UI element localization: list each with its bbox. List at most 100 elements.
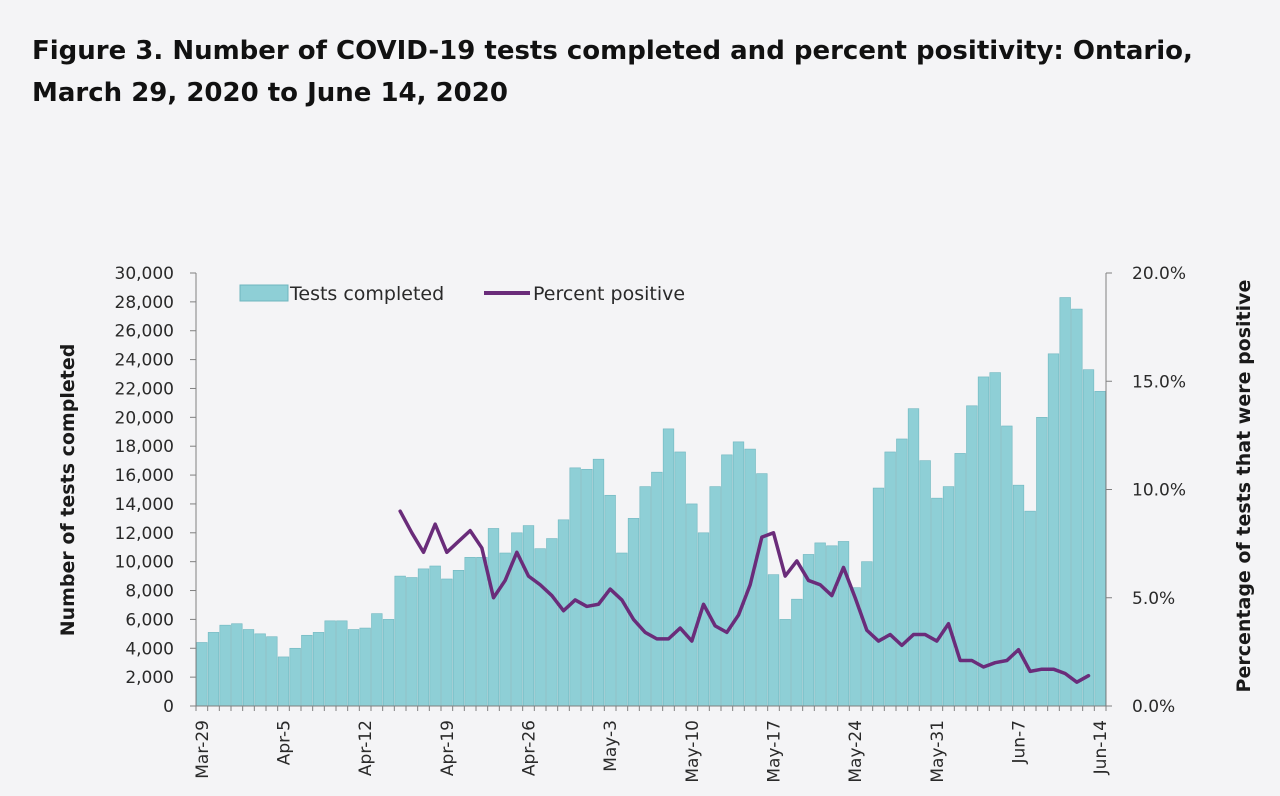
x-tick-label: Apr-12 xyxy=(356,720,376,776)
y-tick-label-left: 28,000 xyxy=(115,293,174,313)
bar-tests-completed xyxy=(639,486,651,707)
bar-tests-completed xyxy=(1059,297,1071,707)
y-tick-label-left: 8,000 xyxy=(125,582,174,602)
bar-tests-completed xyxy=(196,642,208,707)
bar-tests-completed xyxy=(732,441,745,707)
bar-tests-completed xyxy=(884,451,896,707)
bar-tests-completed xyxy=(231,623,243,707)
y-tick-label-left: 22,000 xyxy=(115,379,174,399)
x-tick-label: May-24 xyxy=(846,720,866,783)
bar-tests-completed xyxy=(347,629,360,707)
y-tick-label-left: 24,000 xyxy=(115,351,174,371)
legend-label-percent-positive: Percent positive xyxy=(533,283,685,305)
bar-tests-completed xyxy=(371,613,383,707)
bar-tests-completed xyxy=(1024,510,1036,707)
y-tick-label-left: 2,000 xyxy=(125,668,174,688)
y-axis-title-left: Number of tests completed xyxy=(57,344,79,637)
bar-tests-completed xyxy=(1036,417,1048,707)
y-tick-label-right: 0.0% xyxy=(1132,697,1175,717)
bar-tests-completed xyxy=(336,620,348,707)
bar-tests-completed xyxy=(686,503,698,707)
bar-tests-completed xyxy=(207,632,220,707)
x-tick-label: Jun-7 xyxy=(1010,720,1030,765)
y-tick-label-left: 30,000 xyxy=(115,264,174,284)
y-tick-label-left: 14,000 xyxy=(115,495,174,515)
bar-tests-completed xyxy=(242,629,255,707)
y-tick-label-left: 18,000 xyxy=(115,437,174,457)
y-tick-label-left: 6,000 xyxy=(125,610,174,630)
bar-tests-completed xyxy=(814,542,826,707)
bar-tests-completed xyxy=(312,632,325,707)
x-tick-label: Apr-19 xyxy=(438,720,458,776)
y-tick-label-left: 0 xyxy=(163,697,174,717)
bar-tests-completed xyxy=(989,372,1001,707)
legend: Tests completed Percent positive xyxy=(239,283,685,305)
bar-tests-completed xyxy=(919,460,931,707)
bar-tests-completed xyxy=(301,634,313,707)
bar-tests-completed xyxy=(1047,353,1060,707)
bar-tests-completed xyxy=(406,577,418,707)
bar-tests-completed xyxy=(254,633,266,707)
bar-tests-completed xyxy=(557,519,570,707)
bar-tests-completed xyxy=(779,619,791,707)
legend-swatch-tests-completed xyxy=(239,284,289,302)
bar-tests-completed xyxy=(546,538,558,707)
bar-tests-completed xyxy=(487,528,500,707)
x-tick-label: Mar-29 xyxy=(193,720,213,779)
x-tick-label: May-10 xyxy=(683,720,703,783)
bar-tests-completed xyxy=(826,545,838,707)
bar-tests-completed xyxy=(219,624,231,707)
bar-tests-completed xyxy=(709,486,721,707)
bar-tests-completed xyxy=(592,458,605,707)
y-tick-label-right: 5.0% xyxy=(1132,589,1175,609)
bar-tests-completed xyxy=(662,428,675,707)
bar-tests-completed xyxy=(756,473,768,707)
x-tick-label: Apr-5 xyxy=(275,720,295,765)
bar-tests-completed xyxy=(1071,308,1083,707)
bar-tests-completed xyxy=(394,575,406,707)
bar-tests-completed xyxy=(522,525,535,707)
bar-tests-completed xyxy=(277,656,290,707)
figure-title: Figure 3. Number of COVID-19 tests compl… xyxy=(32,36,1193,108)
bar-tests-completed xyxy=(616,552,628,707)
bar-tests-completed xyxy=(931,497,943,707)
x-tick-label: Apr-26 xyxy=(520,720,540,776)
bar-tests-completed xyxy=(476,557,488,707)
bar-tests-completed xyxy=(1001,425,1013,707)
bar-tests-completed xyxy=(417,568,430,707)
bar-tests-completed xyxy=(359,627,371,707)
x-tick-label: Jun-14 xyxy=(1091,720,1111,775)
bar-tests-completed xyxy=(674,451,686,707)
bar-tests-completed xyxy=(872,487,885,707)
bar-tests-completed xyxy=(534,548,546,707)
bar-tests-completed xyxy=(896,438,908,707)
bar-tests-completed xyxy=(581,468,593,707)
bar-tests-completed xyxy=(767,574,780,707)
y-tick-label-left: 4,000 xyxy=(125,639,174,659)
y-tick-label-right: 10.0% xyxy=(1132,481,1186,501)
y-tick-label-left: 12,000 xyxy=(115,524,174,544)
bar-tests-completed xyxy=(907,408,920,707)
bar-tests-completed xyxy=(977,376,990,707)
bar-tests-completed xyxy=(569,467,581,707)
line-percent-positive xyxy=(398,509,1091,684)
legend-label-tests-completed: Tests completed xyxy=(289,283,444,305)
y-tick-label-right: 15.0% xyxy=(1132,372,1186,392)
bar-tests-completed xyxy=(266,636,278,707)
x-tick-label: May-3 xyxy=(601,720,621,772)
bar-tests-completed xyxy=(382,619,395,707)
axes-layer: 0 2,000 4,000 6,000 8,000 10,000 12,000 14,000 1… xyxy=(115,264,1187,783)
x-tick-label: May-31 xyxy=(928,720,948,783)
line-layer xyxy=(398,509,1091,684)
bar-tests-completed xyxy=(1012,484,1025,707)
bar-tests-completed xyxy=(1094,391,1106,707)
bar-tests-completed xyxy=(942,486,955,707)
bars-layer xyxy=(196,297,1106,707)
bar-tests-completed xyxy=(289,647,301,707)
bar-tests-completed xyxy=(604,494,616,707)
bar-tests-completed xyxy=(721,454,733,707)
bar-tests-completed xyxy=(452,570,465,707)
bar-tests-completed xyxy=(429,565,441,707)
y-tick-label-left: 16,000 xyxy=(115,466,174,486)
